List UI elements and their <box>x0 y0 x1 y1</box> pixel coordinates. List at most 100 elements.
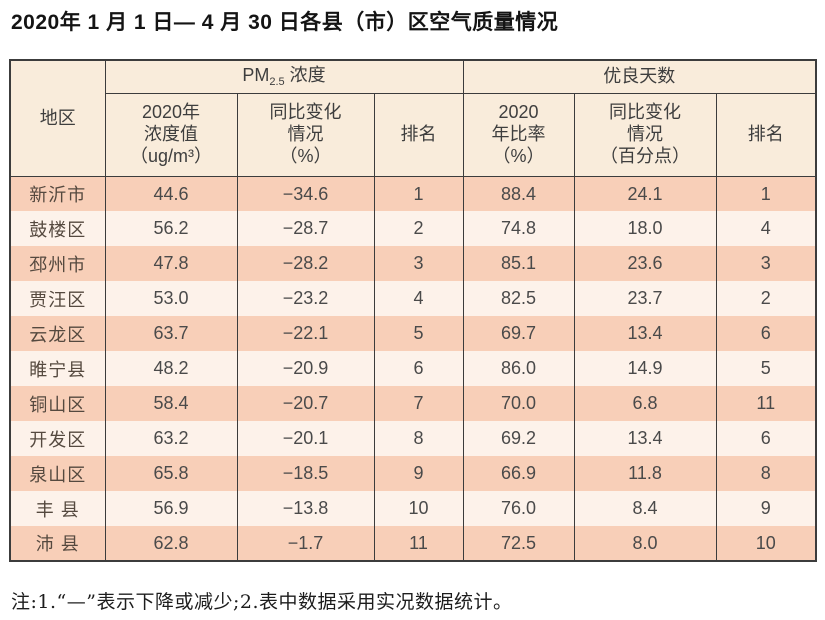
table-row: 泉山区 65.8 −18.5 9 66.9 11.8 8 <box>9 456 817 492</box>
air-quality-table: 地区 PM2.5 浓度 优良天数 2020年 浓度值 （ug/m³） 同比变化 … <box>9 59 818 563</box>
pm-value-cell: 56.9 <box>104 491 238 527</box>
good-change-cell: 14.9 <box>573 351 717 387</box>
good-ratio-cell: 85.1 <box>462 246 575 282</box>
col-header-good-rank: 排名 <box>715 92 817 177</box>
pm-change-cell: −1.7 <box>236 526 375 562</box>
pm-change-cell: −28.2 <box>236 246 375 282</box>
pm-value-cell: 63.7 <box>104 316 238 352</box>
pm-value-cell: 47.8 <box>104 246 238 282</box>
good-change-cell: 11.8 <box>573 456 717 492</box>
pm-change-cell: −20.1 <box>236 421 375 457</box>
pm-rank-cell: 6 <box>373 351 464 387</box>
region-cell: 贾汪区 <box>9 281 106 317</box>
good-change-cell: 24.1 <box>573 176 717 212</box>
table-row: 睢宁县 48.2 −20.9 6 86.0 14.9 5 <box>9 351 817 387</box>
pm-rank-cell: 5 <box>373 316 464 352</box>
good-change-cell: 23.6 <box>573 246 717 282</box>
good-change-cell: 13.4 <box>573 316 717 352</box>
table-row: 新沂市 44.6 −34.6 1 88.4 24.1 1 <box>9 176 817 212</box>
good-ratio-cell: 69.7 <box>462 316 575 352</box>
good-ratio-cell: 70.0 <box>462 386 575 422</box>
pm-rank-cell: 4 <box>373 281 464 317</box>
good-rank-cell: 10 <box>715 526 817 562</box>
col-header-region: 地区 <box>9 59 106 177</box>
pm-change-cell: −34.6 <box>236 176 375 212</box>
pm-value-cell: 48.2 <box>104 351 238 387</box>
pm-rank-cell: 1 <box>373 176 464 212</box>
pm25-label-suffix: 浓度 <box>284 64 326 85</box>
good-ratio-cell: 66.9 <box>462 456 575 492</box>
pm-rank-cell: 2 <box>373 211 464 247</box>
pm-value-cell: 58.4 <box>104 386 238 422</box>
good-change-cell: 13.4 <box>573 421 717 457</box>
pm-value-cell: 62.8 <box>104 526 238 562</box>
col-header-pm-change: 同比变化 情况 （%） <box>236 92 375 177</box>
pm-value-cell: 44.6 <box>104 176 238 212</box>
good-ratio-cell: 86.0 <box>462 351 575 387</box>
good-rank-cell: 5 <box>715 351 817 387</box>
region-cell: 丰 县 <box>9 491 106 527</box>
region-cell: 铜山区 <box>9 386 106 422</box>
good-change-cell: 8.0 <box>573 526 717 562</box>
good-rank-cell: 8 <box>715 456 817 492</box>
table-row: 贾汪区 53.0 −23.2 4 82.5 23.7 2 <box>9 281 817 317</box>
good-rank-cell: 2 <box>715 281 817 317</box>
table-row: 沛 县 62.8 −1.7 11 72.5 8.0 10 <box>9 526 817 562</box>
table-header: 地区 PM2.5 浓度 优良天数 2020年 浓度值 （ug/m³） 同比变化 … <box>9 59 817 177</box>
pm-rank-cell: 8 <box>373 421 464 457</box>
region-cell: 泉山区 <box>9 456 106 492</box>
region-cell: 云龙区 <box>9 316 106 352</box>
pm25-label-prefix: PM <box>242 64 270 85</box>
good-change-cell: 18.0 <box>573 211 717 247</box>
table-row: 丰 县 56.9 −13.8 10 76.0 8.4 9 <box>9 491 817 527</box>
pm25-label-subscript: 2.5 <box>269 75 285 88</box>
pm-value-cell: 65.8 <box>104 456 238 492</box>
header-group-row: 地区 PM2.5 浓度 优良天数 <box>9 59 817 177</box>
region-cell: 睢宁县 <box>9 351 106 387</box>
col-header-pm-value: 2020年 浓度值 （ug/m³） <box>104 92 238 177</box>
pm-rank-cell: 7 <box>373 386 464 422</box>
table-row: 云龙区 63.7 −22.1 5 69.7 13.4 6 <box>9 316 817 352</box>
pm-value-cell: 56.2 <box>104 211 238 247</box>
pm-rank-cell: 3 <box>373 246 464 282</box>
col-header-pm-rank: 排名 <box>373 92 464 177</box>
page-title: 2020年 1 月 1 日— 4 月 30 日各县（市）区空气质量情况 <box>11 11 559 34</box>
pm-change-cell: −20.7 <box>236 386 375 422</box>
good-change-cell: 23.7 <box>573 281 717 317</box>
good-ratio-cell: 82.5 <box>462 281 575 317</box>
pm-rank-cell: 9 <box>373 456 464 492</box>
pm-value-cell: 63.2 <box>104 421 238 457</box>
pm-change-cell: −22.1 <box>236 316 375 352</box>
good-rank-cell: 6 <box>715 421 817 457</box>
pm-rank-cell: 10 <box>373 491 464 527</box>
good-rank-cell: 3 <box>715 246 817 282</box>
region-cell: 邳州市 <box>9 246 106 282</box>
good-change-cell: 6.8 <box>573 386 717 422</box>
good-rank-cell: 1 <box>715 176 817 212</box>
col-group-pm25: PM2.5 浓度 <box>104 59 464 94</box>
good-change-cell: 8.4 <box>573 491 717 527</box>
pm-change-cell: −28.7 <box>236 211 375 247</box>
region-cell: 开发区 <box>9 421 106 457</box>
good-rank-cell: 4 <box>715 211 817 247</box>
footnote: 注:1.“—”表示下降或减少;2.表中数据采用实况数据统计。 <box>11 591 513 614</box>
table-row: 邳州市 47.8 −28.2 3 85.1 23.6 3 <box>9 246 817 282</box>
col-group-good-days: 优良天数 <box>462 59 817 94</box>
region-cell: 鼓楼区 <box>9 211 106 247</box>
region-cell: 新沂市 <box>9 176 106 212</box>
pm-change-cell: −13.8 <box>236 491 375 527</box>
good-ratio-cell: 88.4 <box>462 176 575 212</box>
good-ratio-cell: 69.2 <box>462 421 575 457</box>
good-rank-cell: 6 <box>715 316 817 352</box>
pm-rank-cell: 11 <box>373 526 464 562</box>
good-rank-cell: 11 <box>715 386 817 422</box>
pm-value-cell: 53.0 <box>104 281 238 317</box>
table-row: 鼓楼区 56.2 −28.7 2 74.8 18.0 4 <box>9 211 817 247</box>
pm-change-cell: −18.5 <box>236 456 375 492</box>
table-row: 开发区 63.2 −20.1 8 69.2 13.4 6 <box>9 421 817 457</box>
good-ratio-cell: 76.0 <box>462 491 575 527</box>
table-row: 铜山区 58.4 −20.7 7 70.0 6.8 11 <box>9 386 817 422</box>
header-sub-row: 2020年 浓度值 （ug/m³） 同比变化 情况 （%） 排名 2020 年比… <box>10 92 817 177</box>
table-body: 新沂市 44.6 −34.6 1 88.4 24.1 1 鼓楼区 56.2 −28.7 2 74.8 1… <box>9 176 817 562</box>
